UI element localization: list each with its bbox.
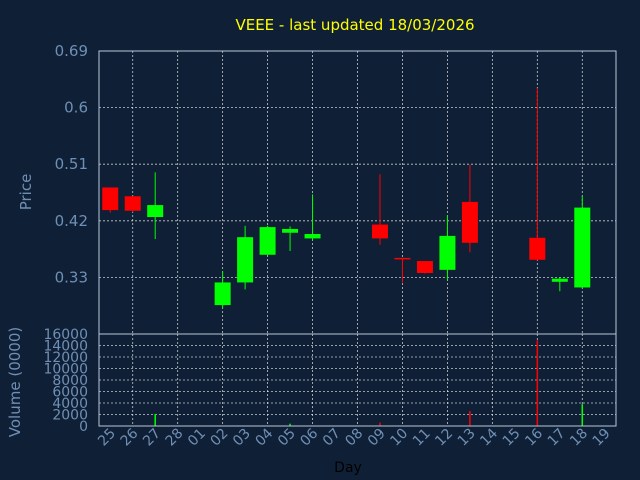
price-y-ticks: 0.69 0.6 0.51 0.42 0.33: [55, 42, 88, 286]
candle-body: [237, 237, 254, 283]
volume-bars: [154, 340, 584, 426]
candle-body: [282, 228, 299, 233]
price-y-tick-label: 0.42: [55, 212, 88, 230]
volume-y-tick-label: 14000: [43, 339, 88, 355]
volume-bar: [379, 422, 381, 426]
candle-body: [529, 237, 546, 260]
candlesticks: [102, 88, 591, 309]
volume-y-tick-label: 6000: [52, 385, 88, 401]
candle-body: [416, 261, 433, 273]
volume-y-tick-label: 12000: [43, 350, 88, 366]
volume-y-tick-label: 4000: [52, 396, 88, 412]
price-axis-label: Price: [17, 174, 35, 211]
volume-y-tick-label: 16000: [43, 327, 88, 343]
candle-body: [304, 234, 321, 239]
volume-y-tick-label: 2000: [52, 408, 88, 424]
volume-bar: [536, 340, 539, 426]
candle-body: [147, 205, 164, 218]
volume-plot-frame: [98, 333, 617, 427]
candle-body: [371, 224, 388, 239]
candle-body: [574, 207, 591, 288]
volume-bar: [289, 423, 291, 426]
volume-axis-label: Volume (0000): [6, 327, 24, 437]
volume-bar: [581, 404, 584, 426]
chart-title: VEEE - last updated 18/03/2026: [235, 16, 474, 34]
candle-body: [461, 201, 478, 243]
volume-y-tick-label: 8000: [52, 373, 88, 389]
x-ticks: 2526272801020304050607080910111213141516…: [95, 425, 613, 449]
candle-body: [551, 278, 568, 282]
candle-body: [394, 257, 411, 260]
price-y-tick-label: 0.51: [55, 155, 88, 173]
candle-body: [259, 227, 276, 255]
volume-bar: [469, 411, 471, 426]
volume-y-tick-label: 0: [79, 419, 88, 435]
volume-y-tick-label: 10000: [43, 362, 88, 378]
candle-body: [439, 235, 456, 270]
x-axis-label: Day: [334, 460, 362, 476]
volume-bar: [154, 413, 156, 426]
price-y-tick-label: 0.33: [55, 268, 88, 286]
candle-body: [124, 196, 141, 211]
candle-body: [214, 282, 231, 306]
price-y-tick-label: 0.6: [64, 99, 88, 117]
price-y-tick-label: 0.69: [55, 42, 88, 60]
candle-body: [102, 187, 119, 211]
